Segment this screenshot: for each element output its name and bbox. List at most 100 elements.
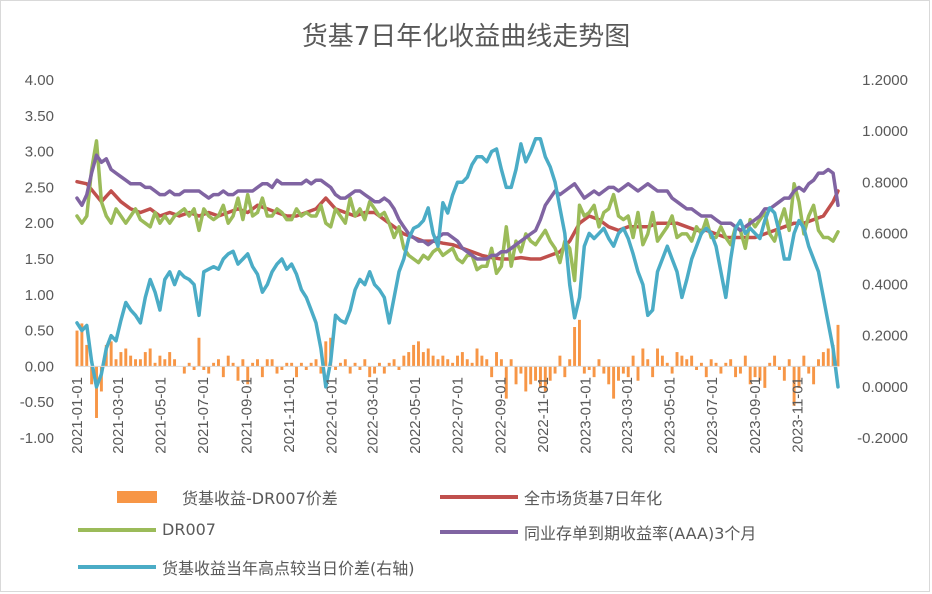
bar [392,359,396,367]
bar [124,348,128,367]
bar [212,362,216,367]
bar [665,362,669,367]
bar [207,366,211,374]
bar [626,366,630,378]
bar [524,366,528,392]
bar [368,366,372,378]
bar [358,366,362,370]
bar [475,348,479,367]
bar [768,362,772,367]
legend-label: DR007 [162,520,216,539]
bar [641,348,645,367]
bar [553,366,557,374]
bar [256,359,259,367]
bar [787,359,791,367]
y-right-tick-label: 0.8000 [862,174,908,191]
bar [807,366,811,374]
x-tick-label: 2021-07-01 [195,377,212,454]
bar [236,366,240,381]
bar [338,362,342,367]
bar [397,366,401,370]
line-series [75,137,840,389]
y-right-tick-labels: -0.2000 0.0000 0.2000 0.4000 0.6000 0.8000 1.0… [857,72,908,447]
y-right-tick-label: 0.2000 [862,328,908,345]
bar [246,366,250,385]
bar [602,366,606,374]
bar [548,366,552,381]
bar [270,359,274,367]
y-right-tick-label: 0.4000 [862,277,908,294]
y-left-tick-label: 2.00 [25,215,54,232]
series-line [75,139,840,283]
bar [299,362,303,367]
y-right-tick-label: 0.6000 [862,225,908,242]
bar [802,355,806,367]
series-line [75,137,840,389]
bar [158,355,162,367]
x-tick-label: 2021-11-01 [281,377,298,453]
bar [314,359,318,367]
bar [441,355,445,367]
bar [451,362,455,367]
bar [275,366,279,374]
y-left-tick-labels: -1.00 -0.50 0.00 0.50 1.00 1.50 2.00 2.50 3.00 3.… [20,72,54,447]
bar [709,359,713,367]
x-tick-label: 2023-05-01 [661,377,678,454]
bar [373,366,377,374]
bar [363,359,367,367]
bar [592,366,596,378]
x-tick-label: 2022-11-01 [535,377,552,453]
bar [119,352,123,367]
bar [465,359,469,367]
bar [743,355,747,367]
legend-label: 全市场货基7日年化 [524,489,663,508]
bar [85,344,89,367]
bar [348,366,352,374]
y-right-tick-label: 0.0000 [862,379,908,396]
bar [470,362,474,367]
bar [153,362,157,367]
y-left-tick-label: 1.00 [25,287,54,304]
y-left-tick-label: -1.00 [20,430,54,447]
bar [353,362,357,367]
legend-label: 货基收益当年高点较当日价差(右轴) [162,559,415,578]
bar [543,366,547,392]
bar [514,366,518,385]
bar [817,359,820,367]
bar [143,352,147,367]
bar [324,341,328,367]
bar [295,366,298,378]
bar [226,355,230,367]
legend-label: 同业存单到期收益率(AAA)3个月 [524,524,757,543]
x-tick-label: 2023-01-01 [578,377,595,454]
bar [656,348,659,367]
chart-title: 货基7日年化收益曲线走势图 [301,22,631,52]
bar [265,359,269,367]
bar [426,348,430,367]
y-right-tick-label: 1.2000 [862,72,908,89]
bar [109,341,113,367]
bar [251,362,255,367]
bar [812,366,816,385]
bar [753,366,757,378]
bar [782,366,786,381]
bar [690,355,694,367]
bar [495,352,498,367]
legend-item-ncd-yield: 同业存单到期收益率(AAA)3个月 [440,520,756,544]
bar [729,359,733,367]
x-tick-label: 2022-03-01 [364,377,381,454]
bar [558,355,562,367]
bar [651,366,655,378]
bar [90,366,94,385]
bar [134,359,138,367]
bar [138,359,142,367]
bar [724,362,728,367]
y-left-tick-label: 3.00 [25,144,54,161]
bar [519,366,523,374]
bar [309,362,313,367]
series-line [75,153,840,261]
bar [568,359,572,367]
bar [621,366,625,374]
